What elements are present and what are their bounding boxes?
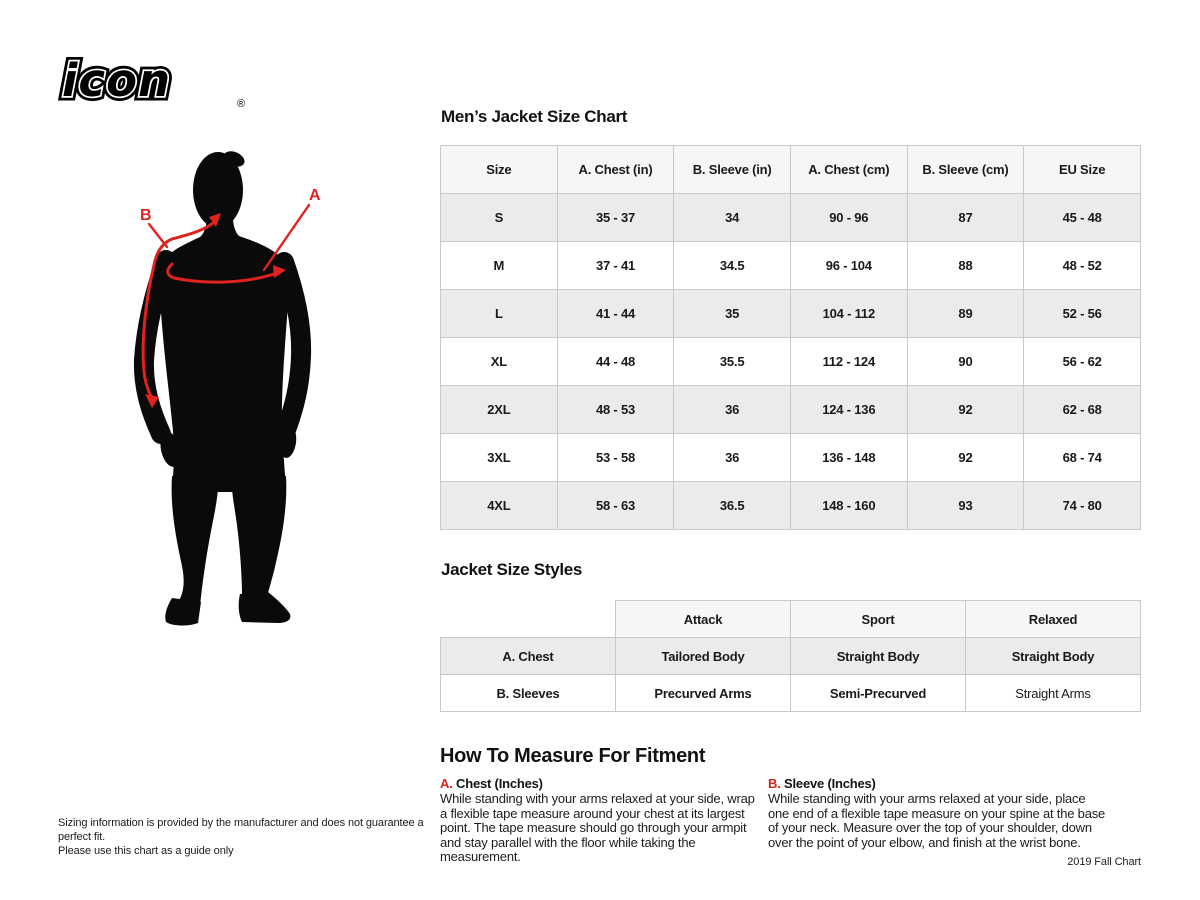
size-table-header-row: Size A. Chest (in) B. Sleeve (in) A. Che…	[440, 145, 1141, 194]
sleeve-heading-text: Sleeve (Inches)	[784, 776, 876, 791]
how-to-measure-section: How To Measure For Fitment A. Chest (Inc…	[440, 745, 1142, 865]
chest-letter: A.	[440, 776, 453, 791]
sleeve-letter: B.	[768, 776, 781, 791]
disclaimer-line-2: Please use this chart as a guide only	[58, 845, 234, 857]
styles-row-sleeves: B. Sleeves Precurved Arms Semi-Precurved…	[440, 674, 1141, 712]
col-chest-cm: A. Chest (cm)	[789, 145, 908, 194]
sleeve-label-b: B	[140, 207, 152, 224]
body-silhouette-graphic: A B	[133, 151, 321, 626]
col-relaxed: Relaxed	[965, 600, 1141, 638]
icon-logo: icon icon ®	[56, 50, 251, 115]
body-silhouette	[133, 151, 312, 626]
chart-version-label: 2019 Fall Chart	[1067, 856, 1141, 868]
registered-mark: ®	[237, 98, 245, 110]
svg-text:icon: icon	[62, 54, 171, 107]
mens-jacket-size-table: Size A. Chest (in) B. Sleeve (in) A. Che…	[440, 145, 1141, 530]
col-eu-size: EU Size	[1023, 145, 1141, 194]
styles-header-row: Attack Sport Relaxed	[440, 600, 1141, 638]
table-row-3xl: 3XL 53 - 58 36 136 - 148 92 68 - 74	[440, 433, 1141, 482]
col-chest-in: A. Chest (in)	[556, 145, 675, 194]
table-row-s: S 35 - 37 34 90 - 96 87 45 - 48	[440, 193, 1141, 242]
col-sleeve-in: B. Sleeve (in)	[673, 145, 791, 194]
size-chart-title: Men’s Jacket Size Chart	[441, 107, 628, 126]
col-sport: Sport	[790, 600, 966, 638]
measure-sleeve-body: While standing with your arms relaxed at…	[768, 791, 1106, 850]
col-attack: Attack	[615, 600, 791, 638]
measure-sleeve-heading: B. Sleeve (Inches)	[768, 776, 1108, 791]
col-sleeve-cm: B. Sleeve (cm)	[906, 145, 1025, 194]
blank-corner-cell	[440, 600, 616, 638]
styles-row-chest: A. Chest Tailored Body Straight Body Str…	[440, 637, 1141, 675]
table-row-xl: XL 44 - 48 35.5 112 - 124 90 56 - 62	[440, 337, 1141, 386]
measure-chest-body: While standing with your arms relaxed at…	[440, 791, 755, 865]
disclaimer-line-1: Sizing information is provided by the ma…	[58, 817, 424, 843]
measurement-arrowheads	[145, 213, 286, 408]
table-row-4xl: 4XL 58 - 63 36.5 148 - 160 93 74 - 80	[440, 481, 1141, 530]
table-row-l: L 41 - 44 35 104 - 112 89 52 - 56	[440, 289, 1141, 338]
how-to-measure-title: How To Measure For Fitment	[440, 745, 706, 767]
col-size: Size	[440, 145, 558, 194]
icon-logo-graphic: icon icon ®	[58, 50, 246, 112]
measure-chest-block: A. Chest (Inches) While standing with yo…	[440, 776, 758, 865]
svg-text:icon: icon	[62, 54, 171, 107]
styles-chart-title: Jacket Size Styles	[441, 560, 583, 579]
chest-label-a: A	[309, 187, 321, 204]
sizing-disclaimer: Sizing information is provided by the ma…	[58, 816, 448, 858]
measure-sleeve-block: B. Sleeve (Inches) While standing with y…	[768, 776, 1108, 850]
measurement-lines	[141, 203, 311, 402]
chest-heading-text: Chest (Inches)	[456, 776, 543, 791]
measurement-figure: A B	[128, 146, 335, 635]
table-row-2xl: 2XL 48 - 53 36 124 - 136 92 62 - 68	[440, 385, 1141, 434]
jacket-size-styles-table: Attack Sport Relaxed A. Chest Tailored B…	[440, 600, 1141, 712]
table-row-m: M 37 - 41 34.5 96 - 104 88 48 - 52	[440, 241, 1141, 290]
measure-chest-heading: A. Chest (Inches)	[440, 776, 758, 791]
